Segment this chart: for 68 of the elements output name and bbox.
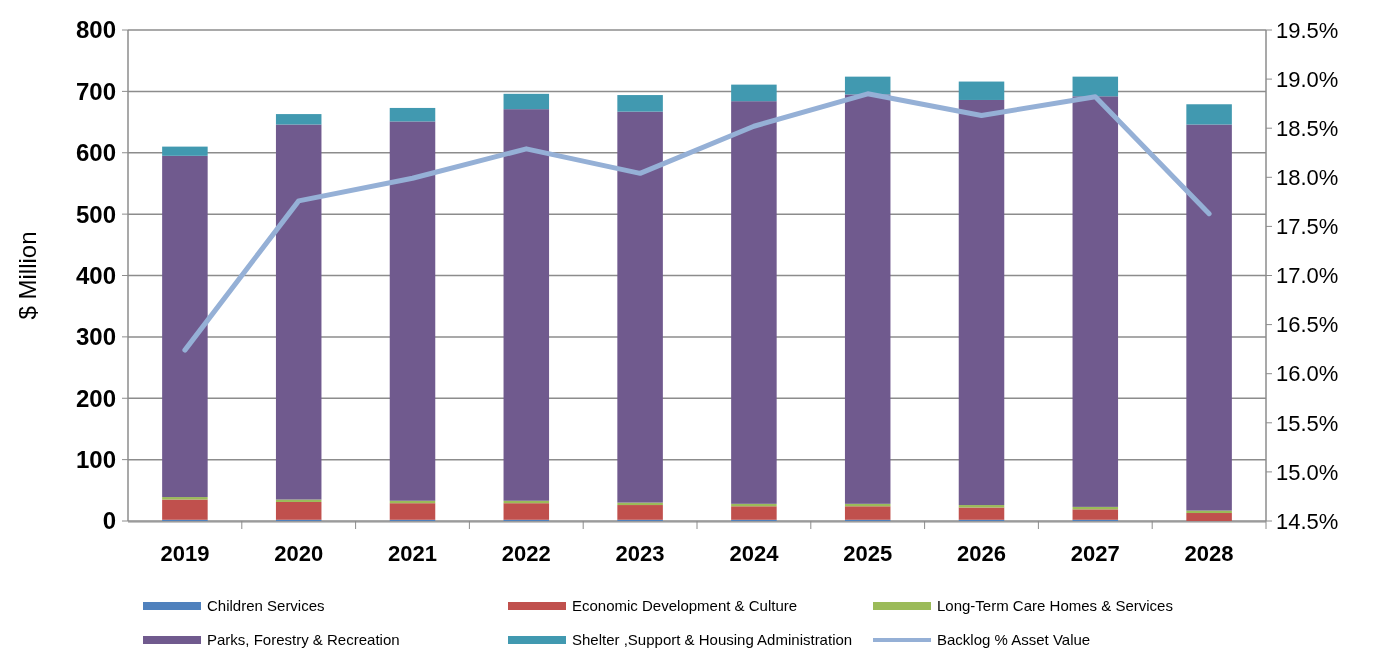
bar — [162, 155, 208, 498]
x-tick-label: 2027 — [1070, 541, 1120, 566]
bar — [275, 124, 322, 500]
y2-tick-label: 15.5% — [1276, 410, 1339, 436]
y2-tick-label: 17.0% — [1276, 263, 1339, 289]
y-tick-label: 600 — [75, 139, 116, 167]
bar — [1186, 124, 1232, 511]
y2-tick-label: 16.5% — [1276, 312, 1339, 338]
x-tick-label: 2023 — [615, 541, 665, 566]
y-tick-label: 400 — [75, 261, 116, 289]
bar — [617, 505, 663, 520]
legend-label: Economic Development & Culture — [572, 597, 798, 615]
bar — [617, 95, 663, 112]
bar — [958, 507, 1005, 520]
x-tick-label: 2019 — [160, 541, 210, 566]
bar — [844, 506, 891, 520]
bar — [1186, 513, 1232, 521]
y-axis-title: $ Million — [14, 231, 41, 320]
x-tick-label: 2026 — [957, 541, 1006, 566]
y2-tick-label: 16.0% — [1276, 361, 1339, 387]
bar — [503, 109, 550, 501]
bar — [844, 76, 891, 95]
y-tick-label: 800 — [75, 16, 116, 44]
y2-tick-label: 18.5% — [1276, 115, 1339, 141]
bar — [844, 94, 891, 504]
x-tick-label: 2022 — [501, 541, 551, 566]
x-tick-label: 2021 — [388, 541, 437, 566]
bar — [958, 81, 1005, 100]
x-tick-label: 2028 — [1184, 541, 1234, 566]
bar — [503, 93, 550, 110]
y-tick-label: 300 — [75, 323, 116, 351]
y-tick-label: 0 — [102, 507, 116, 535]
bar — [731, 101, 777, 504]
bar — [275, 501, 322, 520]
bar — [1186, 104, 1232, 125]
legend-label: Shelter ,Support & Housing Administration — [572, 631, 853, 649]
y2-tick-label: 17.5% — [1276, 214, 1339, 240]
legend-label: Long-Term Care Homes & Services — [937, 597, 1173, 615]
y2-tick-label: 15.0% — [1276, 459, 1339, 485]
bar — [1072, 76, 1119, 97]
bar — [389, 503, 436, 520]
y2-tick-label: 14.5% — [1276, 508, 1339, 534]
bar — [389, 107, 436, 122]
bar — [162, 146, 208, 156]
bar — [617, 111, 663, 503]
bar — [275, 114, 322, 125]
bar — [731, 84, 777, 102]
bar — [958, 99, 1005, 506]
y2-tick-label: 19.0% — [1276, 66, 1339, 92]
bar — [503, 503, 550, 520]
x-tick-label: 2020 — [274, 541, 324, 566]
bar — [731, 506, 777, 520]
legend-label: Backlog % Asset Value — [937, 631, 1091, 649]
legend-label: Children Services — [207, 597, 325, 615]
y2-tick-label: 18.0% — [1276, 165, 1339, 190]
bar — [389, 121, 436, 501]
y-tick-label: 100 — [75, 446, 116, 474]
bar — [1072, 509, 1119, 520]
bar — [1072, 96, 1119, 507]
y2-tick-label: 19.5% — [1276, 17, 1339, 43]
y-tick-label: 200 — [75, 384, 116, 412]
y-tick-label: 500 — [75, 200, 116, 228]
x-tick-label: 2025 — [843, 541, 893, 566]
y-tick-label: 700 — [75, 77, 116, 105]
bar — [162, 499, 208, 520]
x-tick-label: 2024 — [729, 541, 780, 566]
bar — [162, 497, 208, 500]
legend-label: Parks, Forestry & Recreation — [207, 631, 400, 649]
